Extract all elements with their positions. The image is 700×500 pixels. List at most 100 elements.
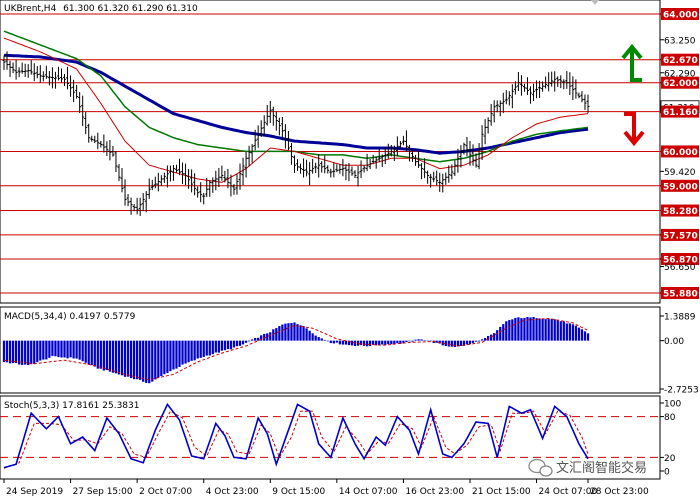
macd-bar: [402, 340, 405, 344]
macd-bar: [290, 322, 293, 341]
price-level-badge: [661, 105, 699, 118]
macd-bar: [556, 320, 559, 341]
macd-bar: [99, 340, 102, 369]
macd-bar: [326, 340, 329, 342]
macd-bar: [393, 340, 396, 345]
macd-bar: [163, 340, 166, 375]
macd-bar: [468, 340, 472, 345]
macd-bar: [320, 338, 323, 341]
macd-signal-path: [3, 317, 589, 381]
macd-bar: [111, 340, 115, 373]
macd-bar: [429, 340, 432, 342]
macd-bar: [338, 340, 342, 345]
price-level-label: 61.160: [663, 108, 698, 118]
macd-tick-label: 1.3889: [664, 313, 696, 323]
macd-bar: [411, 340, 414, 342]
price-level-badge: [661, 145, 699, 158]
macd-bar: [299, 325, 302, 341]
candlesticks: [2, 51, 590, 216]
macd-bar: [220, 340, 223, 351]
macd-bar: [257, 337, 260, 341]
macd-bar: [2, 340, 6, 363]
watermark: 文汇阁智能交易: [528, 458, 647, 477]
stochastic-panel[interactable]: Stoch(5,3,3) 17.8161 25.3831: [0, 395, 661, 480]
macd-bar: [284, 323, 287, 341]
macd-bar: [93, 340, 96, 367]
macd-bar: [444, 340, 447, 347]
macd-bar: [356, 340, 360, 346]
macd-bar: [226, 340, 230, 350]
macd-bar: [235, 340, 239, 347]
price-level-badge: [661, 76, 699, 89]
macd-bar: [223, 340, 227, 351]
time-tick-label: 21 Oct 15:00: [472, 487, 531, 497]
macd-bar: [508, 320, 511, 341]
macd-bar: [190, 340, 193, 361]
time-tick-label: 4 Oct 23:00: [206, 487, 259, 497]
time-tick-label: 9 Oct 15:00: [272, 487, 325, 497]
macd-bar: [396, 340, 399, 344]
price-panel[interactable]: UKBrent,H4 61.300 61.320 61.290 61.310: [0, 0, 661, 304]
price-level-label: 62.670: [663, 56, 698, 66]
macd-bar: [362, 340, 366, 346]
time-tick-label: 16 Oct 23:00: [405, 487, 464, 497]
macd-bar: [229, 340, 233, 350]
price-axis: 64.00063.25062.67062.29062.00061.31061.1…: [660, 8, 700, 300]
macd-bar: [72, 340, 75, 359]
macd-bar: [523, 317, 526, 341]
macd-bar: [184, 340, 187, 364]
macd-panel[interactable]: MACD(5,34,4) 0.4197 0.5779: [0, 306, 661, 394]
macd-bar: [45, 340, 48, 360]
macd-bar: [123, 340, 127, 377]
macd-bar: [202, 340, 205, 357]
macd-bar: [381, 340, 384, 345]
macd-bar: [69, 340, 72, 358]
macd-bar: [63, 340, 66, 358]
macd-bar: [181, 340, 184, 365]
macd-bar: [27, 340, 30, 365]
macd-bar: [139, 340, 142, 380]
stochastic-lines: [3, 402, 589, 469]
macd-bar: [535, 318, 538, 341]
macd-bar: [214, 340, 217, 353]
macd-bar: [60, 340, 63, 358]
macd-bar: [105, 340, 109, 371]
price-level-label: 64.000: [663, 11, 698, 21]
macd-bar: [238, 340, 242, 346]
time-tick-label: 27 Sep 15:00: [73, 487, 133, 497]
macd-bar: [529, 317, 532, 341]
price-level-label: 55.880: [663, 290, 698, 300]
macd-bar: [81, 340, 84, 362]
macd-bar: [323, 339, 326, 341]
macd-bar: [450, 340, 453, 347]
macd-bar: [102, 340, 105, 371]
stochastic-tick-label: 100: [664, 400, 681, 410]
macd-title: MACD(5,34,4) 0.4197 0.5779: [4, 312, 136, 322]
macd-bar: [247, 340, 251, 342]
price-level-badge: [661, 204, 699, 217]
macd-bar: [196, 340, 199, 359]
macd-bar: [36, 340, 39, 363]
macd-bar: [586, 333, 590, 341]
macd-bar: [399, 340, 402, 344]
macd-bar: [384, 340, 387, 345]
price-level-badge: [661, 252, 699, 265]
stochastic-title: Stoch(5,3,3) 17.8161 25.3831: [4, 401, 139, 411]
macd-bar: [178, 340, 181, 367]
price-tick-label: 62.290: [664, 69, 696, 79]
macd-bar: [372, 340, 375, 345]
price-level-badge: [661, 287, 699, 299]
macd-bar: [335, 340, 338, 343]
macd-bar: [571, 324, 575, 341]
macd-bar: [480, 339, 484, 341]
macd-bar: [511, 319, 514, 341]
macd-bar: [332, 340, 335, 344]
macd-bar: [193, 340, 196, 361]
macd-bar: [266, 333, 269, 341]
time-tick-label: 24 Oct 07:00: [539, 487, 598, 497]
macd-bar: [305, 328, 308, 341]
shift-marker-icon[interactable]: [591, 0, 599, 5]
macd-bar: [90, 340, 93, 366]
macd-bar: [129, 340, 133, 379]
